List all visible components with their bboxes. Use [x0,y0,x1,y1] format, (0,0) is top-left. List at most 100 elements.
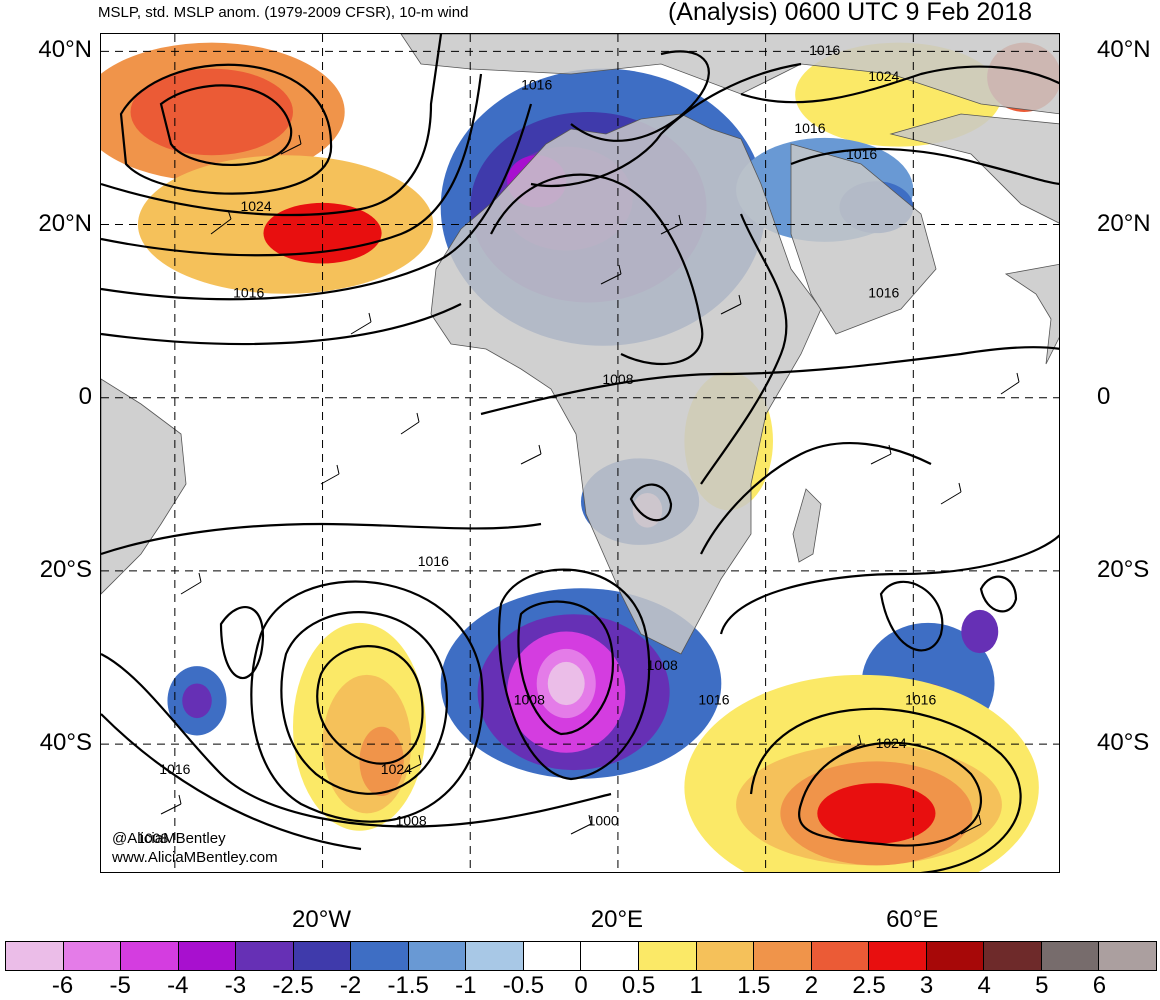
colorbar-tick-label: -0.5 [502,972,545,999]
isobar [101,713,362,851]
colorbar-cell [754,942,812,970]
colorbar-tick-label: 3 [919,972,934,999]
isobar [879,580,944,652]
colorbar-cell [1099,942,1156,970]
wind-barb [320,464,340,485]
isobar [740,65,1059,104]
isobar [700,213,788,485]
isobar-label: 1008 [602,371,633,387]
isobar [497,568,651,781]
south-america-landmass [101,378,187,595]
wind-barb [720,294,742,315]
madagascar-landmass [792,488,822,563]
isobar-layer [101,34,1059,872]
lat-label-left: 20°N [38,209,92,237]
colorbar-tick-label: -2 [339,972,362,999]
wind-barb [940,482,962,505]
colorbar-tick-label: -2.5 [272,972,314,999]
map-subtitle: MSLP, std. MSLP anom. (1979-2009 CFSR), … [98,4,469,21]
credit-block: @AliciaMBentley www.AliciaMBentley.com [112,829,278,867]
isobar [101,653,612,828]
lat-label-right: 20°S [1097,555,1150,583]
isobar [790,147,1059,185]
credit-handle: @AliciaMBentley [112,830,226,847]
colorbar-tick-label: 6 [1092,972,1107,999]
colorbar-tick-label: 1.5 [737,972,771,999]
isobar [250,580,484,823]
anomaly-blob [182,683,212,719]
colorbar-cell [869,942,927,970]
wind-barb-layer [160,134,1020,835]
colorbar-cell [121,942,179,970]
isobar-label: 1016 [521,77,552,93]
isobar-label: 1016 [905,692,936,708]
isobar-label: 1016 [794,120,825,136]
wind-barb [210,209,232,235]
isobar [719,534,1059,635]
wind-barb [280,134,302,155]
isobar-label: 1016 [868,284,899,300]
lon-label: 60°E [886,906,939,933]
anomaly-blob [547,661,585,706]
lat-label-left: 0 [78,382,92,410]
map-canvas[interactable]: 1024 1016 1016 1016 1008 1008 1016 1016 1024 1016… [101,34,1060,873]
colorbar-tick-label: -4 [167,972,189,999]
lat-label-right: 0 [1097,382,1111,410]
map-panel[interactable]: 1024 1016 1016 1016 1008 1008 1016 1016 1024 1016… [100,33,1060,873]
isobar [530,62,802,188]
isobar-label: 1008 [514,692,545,708]
colorbar-cell [178,942,237,970]
colorbar-cell [293,942,352,970]
colorbar-tick-label: -1 [455,972,477,999]
isobar [101,73,483,257]
isobar-label: 1016 [159,761,190,777]
isobar-label: 1024 [240,198,271,214]
colorbar-cell [6,942,64,970]
isobar [101,34,443,217]
colorbar-tick-label: -6 [51,972,74,999]
colorbar-tick-label: 5 [1035,972,1049,999]
colorbar-cell [639,942,697,970]
colorbar-cell [236,942,294,970]
isobar-label: 1000 [588,813,619,829]
isobar [119,63,333,195]
lat-label-left: 40°N [38,36,92,64]
isobar-label: 1016 [233,284,264,300]
isobar [101,103,533,301]
isobar-label: 1008 [396,813,427,829]
isobar [490,173,704,366]
wind-barb [1000,372,1020,395]
colorbar-cell [523,942,582,970]
colorbar-tick-label: 2.5 [852,972,886,999]
isobar [749,707,1022,872]
wind-barb [570,814,592,835]
isobar [219,606,264,680]
arabia-landmass [790,143,937,335]
wind-barb [160,794,182,815]
iran-landmass [889,113,1059,224]
lat-label-right: 40°N [1097,36,1151,64]
lon-label: 20°E [590,906,644,933]
isobar [316,645,424,765]
anomaly-blob [961,609,999,654]
colorbar-cell [581,942,640,970]
isobar-label: 1016 [809,42,840,58]
isobar-label-layer: 1024 1016 1016 1016 1008 1008 1016 1016 1024 1016… [137,42,936,846]
colorbar-cell [351,942,409,970]
wind-barb [400,754,422,775]
lat-label-right: 40°S [1097,729,1150,757]
anomaly-blob [817,783,936,844]
colorbar-tick-label: 1 [689,972,703,999]
lon-label: 20°W [292,906,352,933]
colorbar-cell [1041,942,1100,970]
colorbar-cell [984,942,1042,970]
isobar-label: 1024 [381,761,412,777]
wind-barb [520,444,542,465]
colorbar-tick-label: 4 [977,972,991,999]
lat-label-left: 40°S [39,729,92,757]
colorbar-cell [926,942,985,970]
wind-barb [870,444,892,465]
colorbar-cell [696,942,755,970]
isobar-label: 1016 [846,146,877,162]
colorbar-tick-label: -1.5 [387,972,429,999]
